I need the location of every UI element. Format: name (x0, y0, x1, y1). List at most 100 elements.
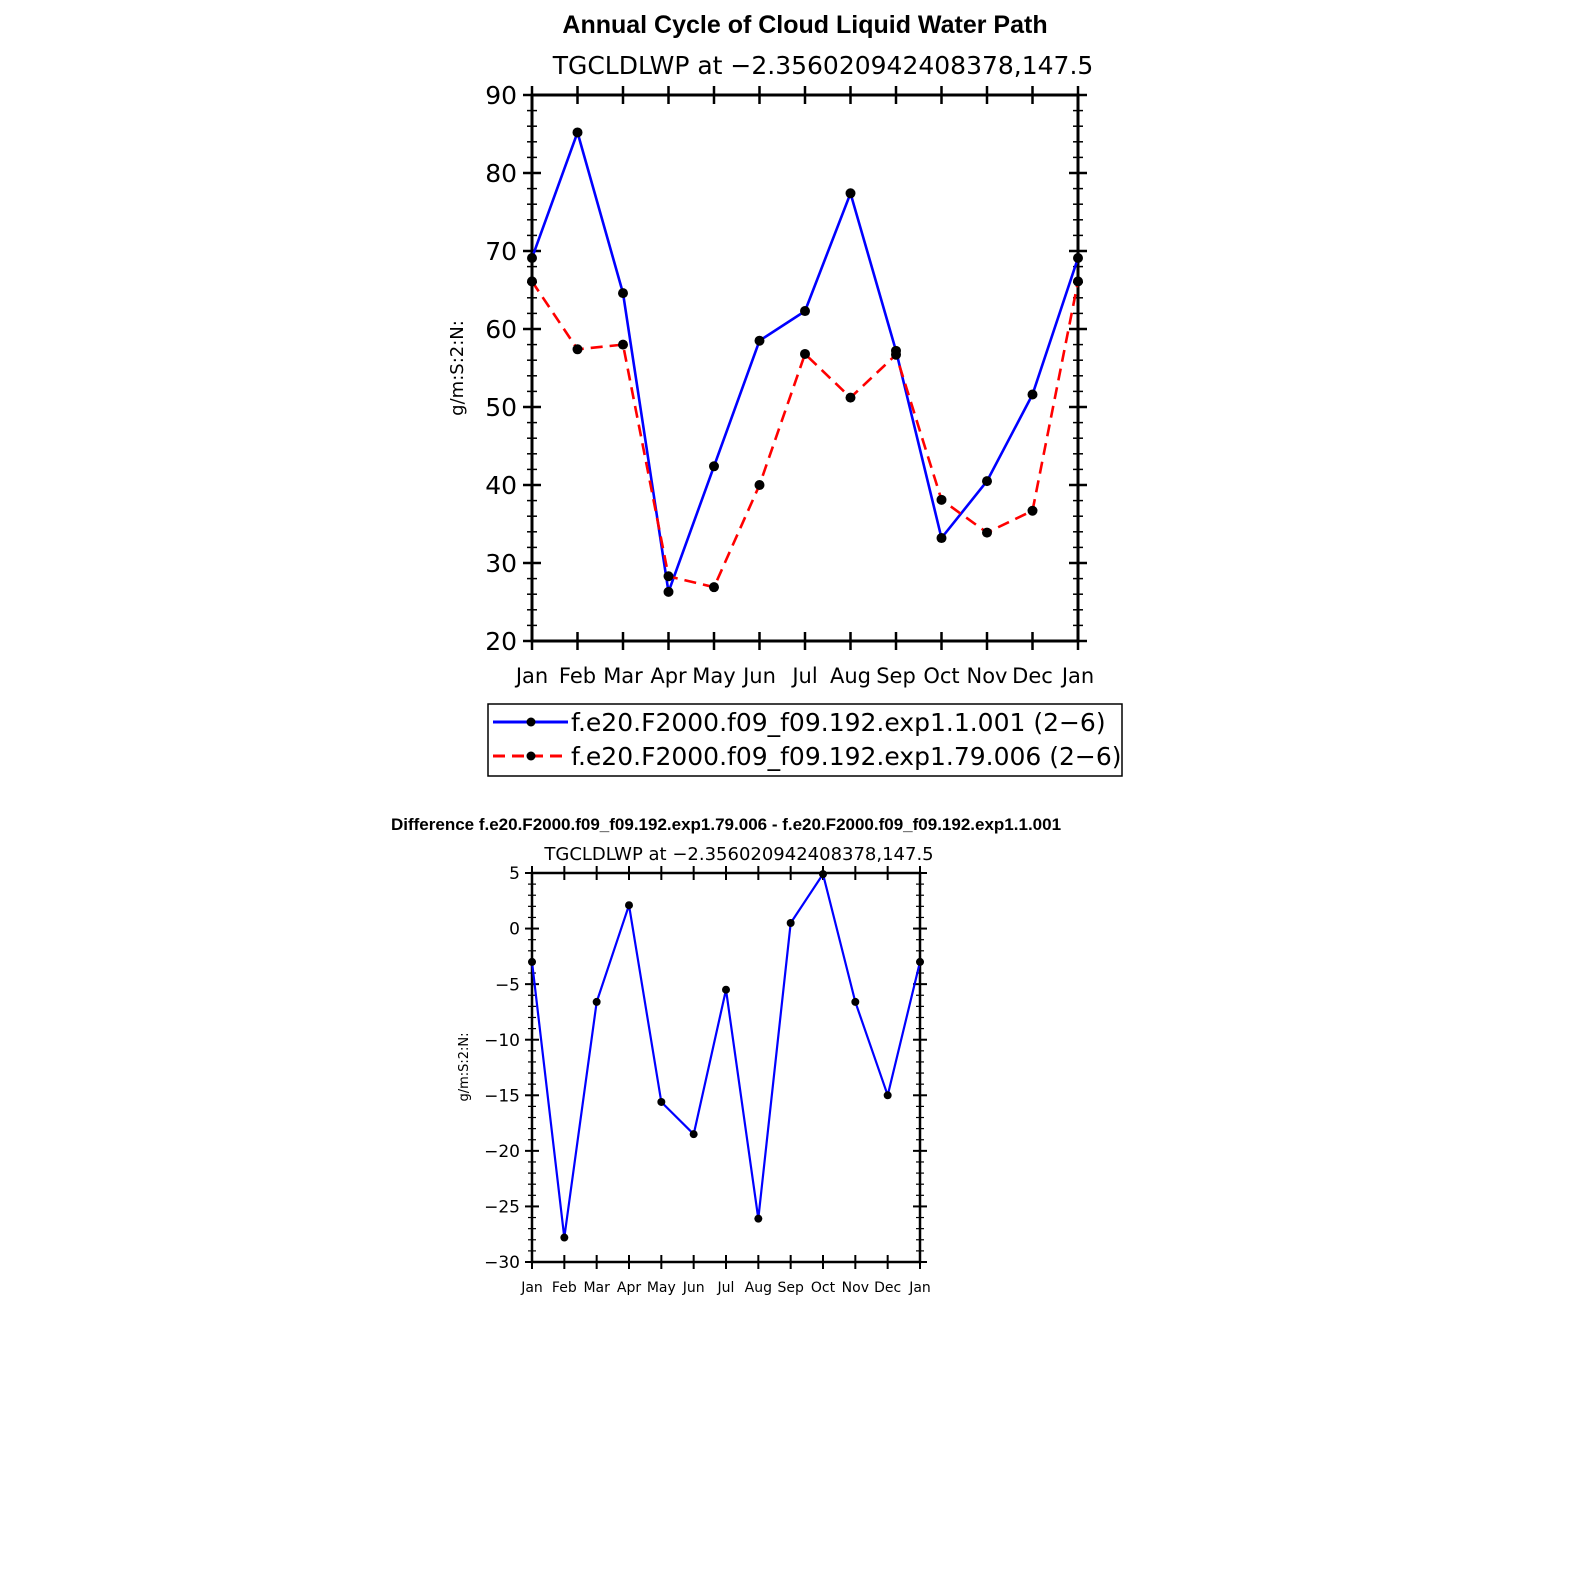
chart1-xtick-label: Apr (650, 664, 687, 688)
chart2-ytick-label: −15 (484, 1086, 520, 1106)
chart1-series-2-point (982, 527, 992, 538)
chart1-series-2-point (1073, 276, 1083, 287)
chart1-series-1-point (572, 127, 583, 138)
chart1-plot-frame (530, 93, 1080, 643)
chart2-ytick-label: −30 (484, 1253, 520, 1273)
chart1-xtick-label: Jul (790, 664, 817, 688)
chart2-series-1-point (560, 1233, 569, 1242)
chart2-xtick-label: Jul (717, 1280, 735, 1296)
chart1-xtick-label: Mar (603, 664, 643, 688)
chart2-series-1-point (819, 870, 827, 879)
chart1-ytick-label: 40 (485, 471, 517, 500)
chart1-series-2-point (754, 480, 765, 490)
chart1-series-1-point (982, 476, 992, 487)
legend-label-series-1: f.e20.F2000.f09_f09.192.exp1.1.001 (2−6) (571, 708, 1106, 737)
chart2-series-1-point (528, 957, 536, 966)
chart2-ytick-label: −10 (484, 1031, 520, 1051)
chart2-xtick-label: Nov (842, 1280, 869, 1296)
chart2-title: Difference f.e20.F2000.f09_f09.192.exp1.… (391, 815, 1061, 834)
chart1-xtick-label: Sep (876, 664, 916, 688)
chart1-xtick-label: Oct (923, 664, 959, 688)
chart2-xtick-label: Jun (682, 1280, 705, 1296)
chart2-plot-frame (530, 871, 922, 1264)
chart1-ytick-label: 70 (485, 237, 517, 266)
chart1-series-2-point (709, 582, 719, 593)
difference-chart: Difference f.e20.F2000.f09_f09.192.exp1.… (391, 815, 1061, 1296)
chart1-ytick-label: 60 (485, 315, 517, 344)
chart2-xtick-label: Sep (777, 1280, 804, 1296)
chart1-series-1-line (530, 131, 1080, 594)
chart1-axes: 20 30 40 50 60 70 80 90 Jan Feb Mar Apr May Jun Jul Aug… (485, 81, 1094, 688)
chart2-xtick-label: May (647, 1280, 676, 1296)
chart2-subtitle: TGCLDLWP at −2.356020942408378,147.5 (543, 844, 933, 865)
chart1-series-1-point (754, 335, 765, 346)
chart2-xtick-label: Aug (745, 1280, 772, 1296)
chart1-xtick-label: May (692, 664, 735, 688)
chart1-series-2-point (663, 571, 674, 582)
chart2-series-1-point (592, 997, 601, 1006)
chart1-xtick-label: Jan (1060, 664, 1094, 688)
chart1-series-1-point (800, 306, 810, 317)
chart1-series-1-point (618, 288, 628, 299)
chart1-ytick-label: 50 (485, 393, 517, 422)
chart1-xtick-label: Aug (830, 664, 871, 688)
chart2-ytick-label: 5 (509, 864, 520, 884)
legend-marker-series-1 (526, 717, 536, 727)
chart1-series-1-point (709, 461, 719, 472)
chart2-ytick-label: −25 (484, 1198, 520, 1218)
chart2-xtick-label: Feb (552, 1280, 577, 1296)
chart1-series-2-point (618, 339, 628, 350)
chart2-series-1-point (786, 919, 795, 928)
chart2-xtick-label: Apr (617, 1280, 641, 1296)
chart2-series (528, 870, 924, 1242)
chart1-ytick-label: 90 (485, 81, 517, 110)
chart2-series-1-point (625, 901, 633, 910)
chart2-series-1-point (851, 997, 860, 1006)
chart1-xtick-label: Nov (967, 664, 1008, 688)
chart1-subtitle: TGCLDLWP at −2.356020942408378,147.5 (552, 51, 1094, 80)
chart1-series-2-line (530, 280, 1080, 589)
chart1-series-1-point (663, 586, 674, 597)
chart1-ytick-label: 80 (485, 159, 517, 188)
chart1-series-2-point (800, 348, 810, 359)
chart1-ytick-label: 20 (485, 627, 517, 656)
chart1-xtick-label: Jun (741, 664, 776, 688)
chart2-series-1-point (689, 1130, 698, 1139)
chart1-series-2-point (845, 392, 856, 403)
chart2-series-1-point (722, 985, 730, 994)
annual-cycle-chart: Annual Cycle of Cloud Liquid Water Path … (447, 11, 1123, 777)
chart1-xtick-label: Feb (559, 664, 596, 688)
chart2-series-1-point (916, 957, 924, 966)
chart1-series-2-point (936, 494, 947, 505)
legend-box (487, 703, 1123, 777)
chart2-xtick-label: Dec (874, 1280, 901, 1296)
chart1-ylabel: g/m:S:2:N: (447, 320, 468, 416)
chart2-ylabel: g/m:S:2:N: (457, 1032, 472, 1101)
chart1-series-2-point (527, 276, 537, 287)
legend-label-series-2: f.e20.F2000.f09_f09.192.exp1.79.006 (2−6… (571, 742, 1122, 771)
chart2-ytick-label: −5 (495, 975, 520, 995)
chart1-title: Annual Cycle of Cloud Liquid Water Path (562, 11, 1047, 39)
chart1-series-2-point (891, 349, 901, 360)
chart2-series-1-point (754, 1214, 763, 1223)
chart2-ytick-label: 0 (509, 920, 520, 940)
chart1-xtick-label: Dec (1012, 664, 1053, 688)
chart1-series-2-point (1027, 505, 1038, 516)
chart1-series-1-point (1073, 253, 1083, 264)
chart2-xtick-label: Oct (811, 1280, 836, 1296)
chart1-series-1-point (1027, 389, 1038, 400)
chart1-ytick-label: 30 (485, 549, 517, 578)
chart2-xtick-label: Jan (908, 1280, 931, 1296)
chart2-series-1-point (657, 1097, 666, 1106)
chart1-series (527, 127, 1083, 597)
chart1-series-1-point (936, 533, 947, 544)
chart2-axes: −30 −25 −20 −15 −10 −5 0 5 Jan Feb Mar Apr May Jun Jul… (484, 864, 931, 1296)
chart1-series-2-point (572, 344, 583, 355)
chart2-xtick-label: Mar (583, 1280, 610, 1296)
chart2-ytick-label: −20 (484, 1142, 520, 1162)
chart2-series-1-point (883, 1091, 892, 1100)
legend-marker-series-2 (526, 751, 536, 761)
chart2-xtick-label: Jan (520, 1280, 543, 1296)
chart1-legend: f.e20.F2000.f09_f09.192.exp1.1.001 (2−6)… (487, 703, 1123, 777)
